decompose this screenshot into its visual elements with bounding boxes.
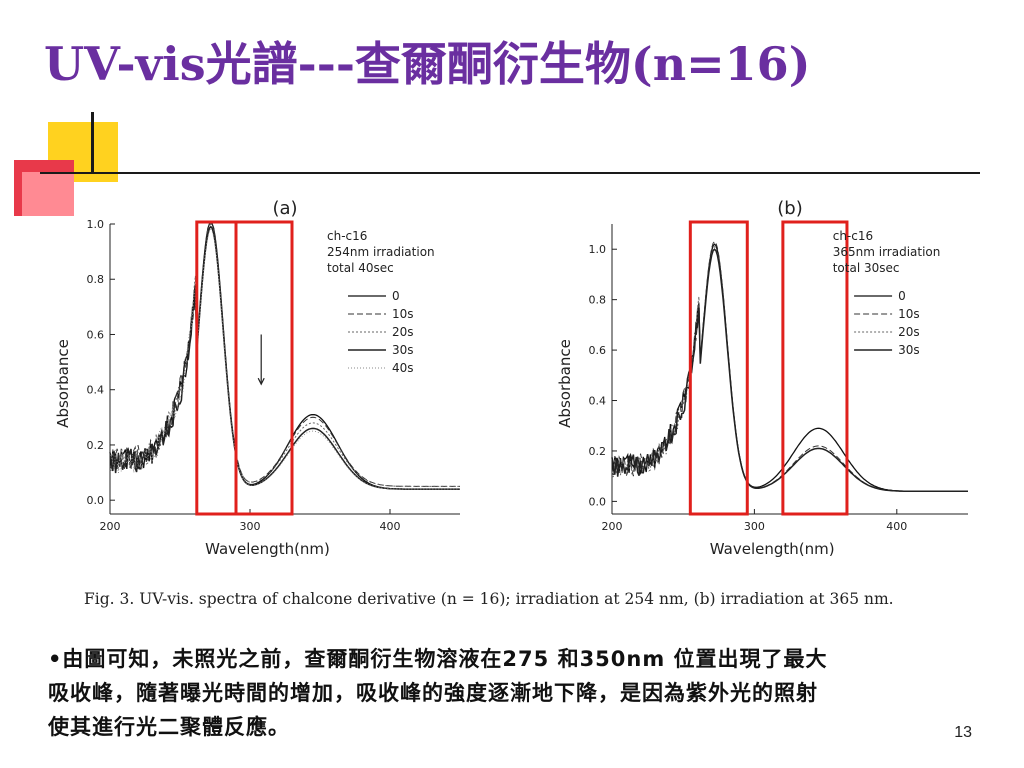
x-tick-label: 400: [886, 520, 907, 533]
series-line-30s: [109, 225, 460, 490]
annotation-line: ch-c16: [327, 229, 367, 243]
legend-label: 20s: [898, 325, 920, 339]
legend-label: 0: [392, 289, 400, 303]
legend-label: 40s: [392, 361, 414, 375]
series-line-10s: [611, 240, 968, 492]
legend-label: 30s: [392, 343, 414, 357]
legend-label: 10s: [898, 307, 920, 321]
x-tick-label: 300: [240, 520, 261, 533]
series-line-20s: [109, 223, 460, 487]
annotation-line: total 30sec: [833, 261, 900, 275]
bullet-text: •由圖可知，未照光之前，查爾酮衍生物溶液在275 和350nm 位置出現了最大吸…: [48, 647, 828, 739]
x-tick-label: 300: [744, 520, 765, 533]
y-tick-label: 0.4: [87, 384, 105, 397]
legend-label: 0: [898, 289, 906, 303]
x-tick-label: 200: [100, 520, 121, 533]
highlight-box: [234, 220, 294, 516]
highlight-box: [688, 220, 749, 516]
series-line-20s: [611, 245, 968, 492]
y-tick-label: 0.6: [87, 328, 105, 341]
y-tick-label: 0.0: [589, 495, 607, 508]
y-tick-label: 1.0: [589, 243, 607, 256]
series-line-30s: [611, 248, 968, 493]
highlight-box: [195, 220, 238, 516]
slide-title: UV-vis光譜---查爾酮衍生物(n=16): [44, 37, 811, 91]
y-tick-label: 0.8: [589, 294, 607, 307]
panel-label: (a): [272, 198, 297, 219]
page-number: 13: [954, 724, 972, 741]
y-tick-label: 0.2: [589, 445, 607, 458]
x-tick-label: 200: [602, 520, 623, 533]
x-axis-label: Wavelength(nm): [710, 540, 835, 558]
arrow-head: [257, 377, 265, 386]
decor-horizontal-line: [40, 172, 980, 174]
y-tick-label: 0.2: [87, 439, 105, 452]
y-tick-label: 0.4: [589, 395, 607, 408]
legend-label: 20s: [392, 325, 414, 339]
y-tick-label: 0.8: [87, 273, 105, 286]
annotation-line: total 40sec: [327, 261, 394, 275]
figure-caption: Fig. 3. UV-vis. spectra of chalcone deri…: [84, 590, 894, 608]
uv-vis-figure: (a) 0.0 0.2 0.4 0.6 0.8 1.0 200 300 400 Wavelength…: [54, 198, 968, 558]
legend-label: 10s: [392, 307, 414, 321]
decor-vertical-line: [91, 112, 94, 174]
annotation-line: ch-c16: [833, 229, 873, 243]
y-tick-label: 0.0: [87, 494, 105, 507]
y-axis-label: Absorbance: [54, 339, 72, 428]
series-line-0: [611, 243, 968, 492]
panel-label: (b): [777, 198, 802, 219]
annotation-line: 254nm irradiation: [327, 245, 435, 259]
annotation-line: 365nm irradiation: [833, 245, 941, 259]
y-tick-label: 1.0: [87, 218, 105, 231]
decor-pink-square: [22, 172, 74, 216]
highlight-box: [781, 220, 849, 516]
legend-label: 30s: [898, 343, 920, 357]
y-axis-label: Absorbance: [556, 339, 574, 428]
x-axis-label: Wavelength(nm): [205, 540, 330, 558]
x-tick-label: 400: [380, 520, 401, 533]
y-tick-label: 0.6: [589, 344, 607, 357]
